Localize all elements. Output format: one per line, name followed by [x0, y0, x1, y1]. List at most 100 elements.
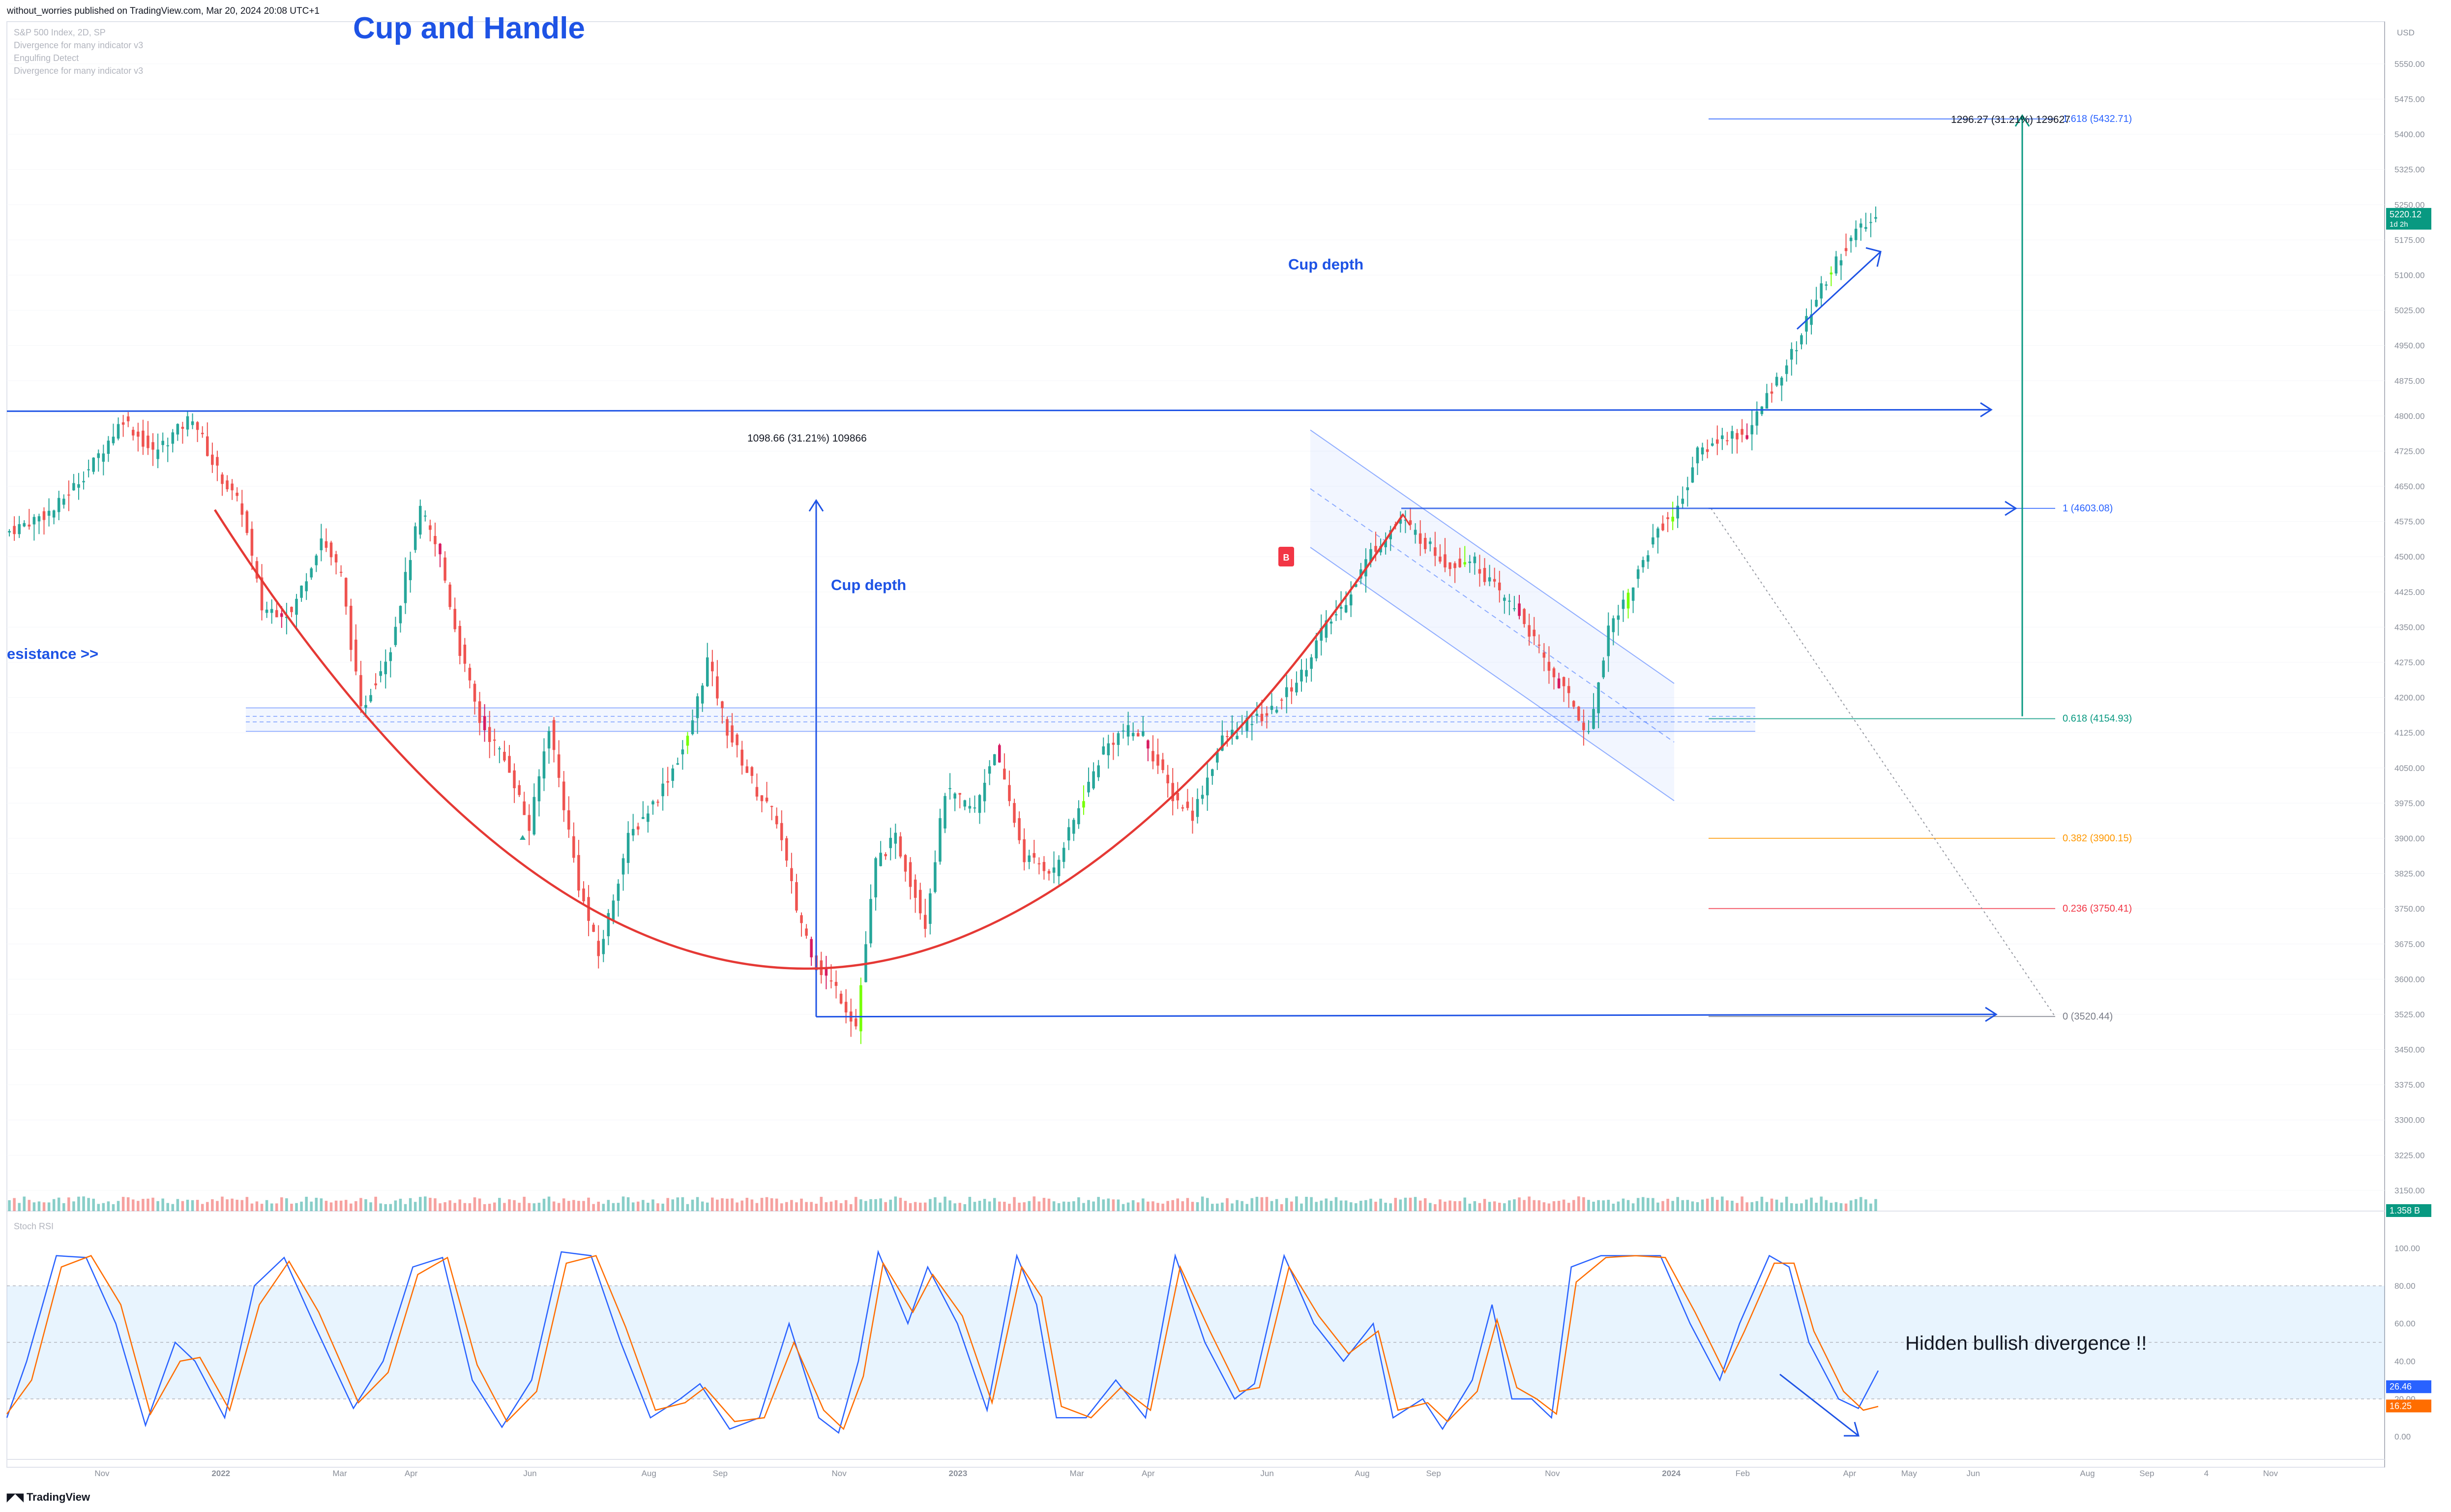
candle-body	[1805, 316, 1808, 332]
candle	[736, 733, 738, 758]
resistance-line[interactable]	[6, 409, 1992, 412]
candle	[929, 888, 932, 935]
time-tick-label: Aug	[642, 1469, 656, 1478]
candle-body	[612, 900, 615, 920]
annotation-drawings[interactable]	[6, 114, 2030, 1022]
candle-body	[631, 829, 635, 836]
stoch-line-d	[6, 1255, 1879, 1430]
candle	[1156, 739, 1159, 774]
candle-body	[448, 584, 451, 607]
candle	[978, 794, 981, 824]
candle	[404, 557, 407, 614]
candle	[161, 432, 164, 452]
handle-channel[interactable]	[1310, 429, 1675, 801]
volume-bar	[736, 1202, 738, 1211]
volume-bar	[102, 1203, 105, 1211]
uptrend-arrow[interactable]	[1796, 251, 1882, 330]
volume-bar	[1280, 1204, 1283, 1211]
volume-bar	[384, 1204, 387, 1211]
volume-bar	[815, 1204, 818, 1211]
candle	[1473, 552, 1477, 575]
volume-bar	[899, 1197, 902, 1211]
volume-bar	[1295, 1196, 1298, 1211]
candle	[923, 898, 927, 938]
candle	[532, 783, 536, 836]
candle-body	[647, 813, 650, 822]
candle	[384, 649, 387, 689]
volume-badge: 1.358 B	[2386, 1204, 2431, 1217]
candle-body	[1478, 569, 1481, 574]
candle	[305, 573, 308, 600]
time-tick-label: Nov	[831, 1469, 847, 1478]
time-tick-label: Mar	[332, 1469, 347, 1478]
divergence-arrow[interactable]	[1779, 1373, 1859, 1437]
price-tick-label: 5025.00	[2394, 306, 2424, 315]
candle	[844, 989, 848, 1024]
candle	[1270, 693, 1273, 714]
volume-bar	[1760, 1196, 1764, 1211]
candle-body	[1513, 608, 1516, 610]
candle-body	[736, 734, 738, 745]
volume-bar	[849, 1204, 853, 1211]
candle	[1047, 869, 1051, 881]
zone-fill[interactable]	[246, 708, 1755, 732]
resistance-zone[interactable]	[246, 707, 1755, 732]
volume-bar	[547, 1196, 551, 1211]
candle-body	[1636, 569, 1640, 579]
volume-bar	[151, 1197, 154, 1211]
volume-bar	[320, 1198, 323, 1211]
candle-body	[1671, 516, 1674, 522]
stoch-tick-label: 40.00	[2394, 1357, 2416, 1366]
candle	[770, 805, 773, 821]
candle	[107, 436, 110, 462]
candle-body	[483, 716, 486, 731]
time-tick-label: Nov	[2263, 1469, 2278, 1478]
candle-body	[651, 801, 654, 804]
candle-body	[1033, 853, 1036, 858]
volume-bar	[1582, 1197, 1585, 1211]
candle	[671, 765, 675, 788]
candle	[612, 894, 615, 924]
volume-bar	[443, 1202, 446, 1211]
candle-body	[1562, 677, 1565, 686]
candle-body	[532, 797, 536, 835]
volume-bar	[240, 1200, 244, 1211]
volume-bar	[537, 1203, 541, 1211]
candle-body	[1320, 628, 1323, 641]
volume-bar	[1671, 1201, 1674, 1211]
candle	[1013, 799, 1016, 828]
candle	[1018, 811, 1021, 844]
cup-curve[interactable]	[213, 509, 1404, 970]
channel-mid[interactable]	[1310, 488, 1675, 743]
candle	[1656, 527, 1659, 554]
channel-lower[interactable]	[1310, 547, 1675, 801]
arrow-head	[2005, 501, 2017, 516]
volume-bar	[1300, 1203, 1303, 1211]
volume-bar	[117, 1201, 120, 1211]
candle-body	[1166, 774, 1169, 784]
price-tick-label: 4350.00	[2394, 623, 2424, 632]
fibonacci-extension[interactable]: 1.618 (5432.71) 1 (4603.08) 0.618 (4154.93…	[1709, 114, 2132, 1022]
candle-body	[216, 457, 219, 466]
candle-body	[587, 897, 590, 921]
candle-body	[1315, 640, 1318, 658]
volume-bar	[1473, 1201, 1477, 1211]
candle	[13, 516, 16, 541]
volume-bar	[1612, 1203, 1615, 1211]
candle	[270, 599, 273, 624]
price-tick-label: 5100.00	[2394, 270, 2424, 280]
cup-bottom-line[interactable]	[816, 1013, 1997, 1018]
candle-body	[929, 893, 932, 924]
candle	[344, 577, 348, 615]
candle-body	[67, 494, 70, 496]
tradingview-logo[interactable]: ◤◥ TradingView	[7, 1491, 90, 1504]
candle-body	[1528, 625, 1531, 637]
candle	[1622, 590, 1625, 622]
candle-body	[721, 701, 724, 709]
candle	[37, 513, 41, 534]
candle-body	[661, 783, 664, 797]
candle-body	[126, 416, 130, 421]
candle	[334, 551, 338, 575]
fib-trend-line[interactable]	[1711, 508, 2056, 1017]
